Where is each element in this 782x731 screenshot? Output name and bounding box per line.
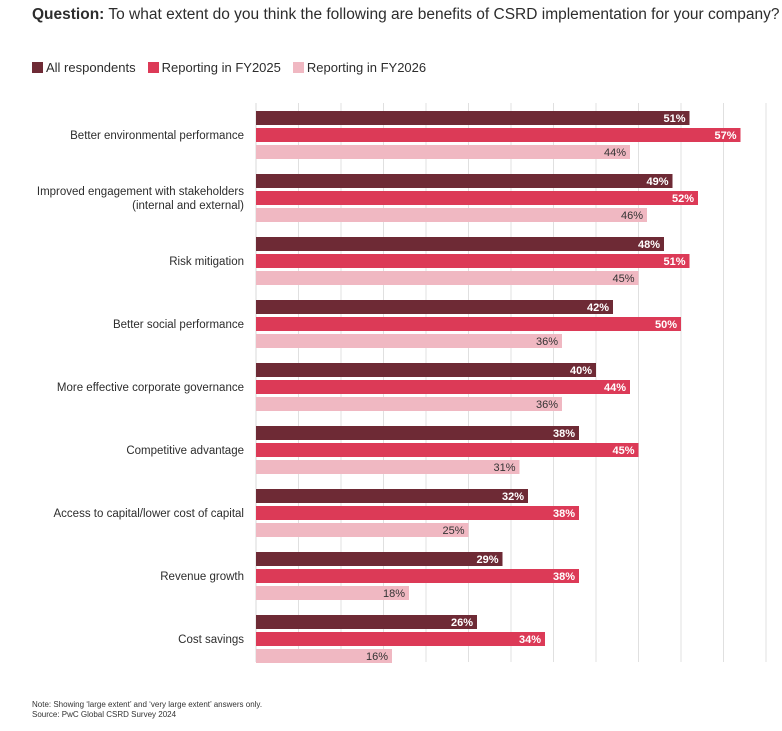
category-label: More effective corporate governance	[57, 382, 244, 394]
legend-label-fy2025: Reporting in FY2025	[161, 60, 281, 75]
bar-fy2025	[256, 569, 579, 583]
bar-all-respondents	[256, 237, 664, 251]
category-label: Access to capital/lower cost of capital	[54, 508, 244, 520]
legend-swatch-fy2026	[292, 62, 304, 73]
category-label: (internal and external)	[132, 200, 244, 212]
bar-fy2025	[256, 254, 690, 268]
legend-swatch-fy2025	[147, 62, 159, 73]
chart-notes: Note: Showing ‘large extent’ and ‘very l…	[32, 700, 262, 720]
category-label: Cost savings	[178, 634, 244, 646]
data-label: 29%	[476, 554, 498, 566]
bar-all-respondents	[256, 174, 673, 188]
bar-all-respondents	[256, 363, 596, 377]
legend-label-fy2026: Reporting in FY2026	[306, 60, 427, 75]
data-label: 26%	[451, 617, 473, 629]
bar-all-respondents	[256, 300, 613, 314]
category-label: Revenue growth	[160, 571, 244, 583]
data-label: 44%	[604, 382, 626, 394]
data-label: 36%	[536, 399, 558, 411]
legend-swatch-all-respondents	[32, 62, 43, 73]
question-label: Question:	[32, 6, 105, 23]
data-label: 51%	[663, 113, 685, 125]
note-text: Note: Showing ‘large extent’ and ‘very l…	[32, 700, 263, 709]
data-label: 52%	[672, 193, 694, 205]
question-text: To what extent do you think the followin…	[108, 6, 780, 23]
data-label: 18%	[383, 588, 405, 600]
data-label: 45%	[612, 273, 634, 285]
bar-fy2026	[256, 649, 392, 663]
data-label: 38%	[553, 508, 575, 520]
bar-fy2025	[256, 191, 698, 205]
bar-fy2026	[256, 145, 630, 159]
data-label: 40%	[570, 365, 592, 377]
data-label: 38%	[553, 571, 575, 583]
bar-chart: Better environmental performance 51% 57% 44…	[37, 103, 767, 663]
legend-label-all-respondents: All respondents	[46, 60, 136, 75]
data-label: 44%	[604, 147, 626, 159]
category-label: Competitive advantage	[126, 445, 244, 457]
bar-all-respondents	[256, 552, 503, 566]
data-label: 32%	[502, 491, 524, 503]
legend-item-fy2026: Reporting in FY2026	[292, 60, 427, 75]
category-label: Better environmental performance	[70, 130, 244, 142]
bar-fy2025	[256, 317, 681, 331]
bar-fy2025	[256, 443, 639, 457]
category-label: Better social performance	[113, 319, 244, 331]
data-label: 45%	[612, 445, 634, 457]
data-label: 57%	[714, 130, 736, 142]
data-label: 31%	[493, 462, 515, 474]
data-label: 50%	[655, 319, 677, 331]
data-label: 49%	[646, 176, 668, 188]
legend-item-all-respondents: All respondents	[32, 60, 136, 75]
data-label: 25%	[442, 525, 464, 537]
bar-fy2025	[256, 380, 630, 394]
bar-fy2026	[256, 208, 647, 222]
category-label: Risk mitigation	[169, 256, 244, 268]
data-label: 34%	[519, 634, 541, 646]
bar-all-respondents	[256, 489, 528, 503]
data-label: 36%	[536, 336, 558, 348]
bar-all-respondents	[256, 615, 477, 629]
data-label: 16%	[366, 651, 388, 663]
bar-all-respondents	[256, 426, 579, 440]
bar-all-respondents	[256, 111, 690, 125]
question-title: Question: To what extent do you think th…	[32, 6, 780, 24]
data-label: 48%	[638, 239, 660, 251]
bar-fy2025	[256, 506, 579, 520]
chart-legend: All respondents Reporting in FY2025 Repo…	[32, 60, 438, 75]
data-label: 42%	[587, 302, 609, 314]
category-label: Improved engagement with stakeholders	[37, 186, 244, 198]
bar-fy2026	[256, 523, 469, 537]
bar-fy2026	[256, 397, 562, 411]
source-text: Source: PwC Global CSRD Survey 2024	[32, 710, 177, 719]
bar-fy2025	[256, 632, 545, 646]
bar-fy2025	[256, 128, 741, 142]
data-label: 38%	[553, 428, 575, 440]
bar-fy2026	[256, 334, 562, 348]
data-label: 46%	[621, 210, 643, 222]
bar-fy2026	[256, 586, 409, 600]
bar-fy2026	[256, 271, 639, 285]
data-label: 51%	[663, 256, 685, 268]
legend-item-fy2025: Reporting in FY2025	[147, 60, 281, 75]
bar-fy2026	[256, 460, 520, 474]
